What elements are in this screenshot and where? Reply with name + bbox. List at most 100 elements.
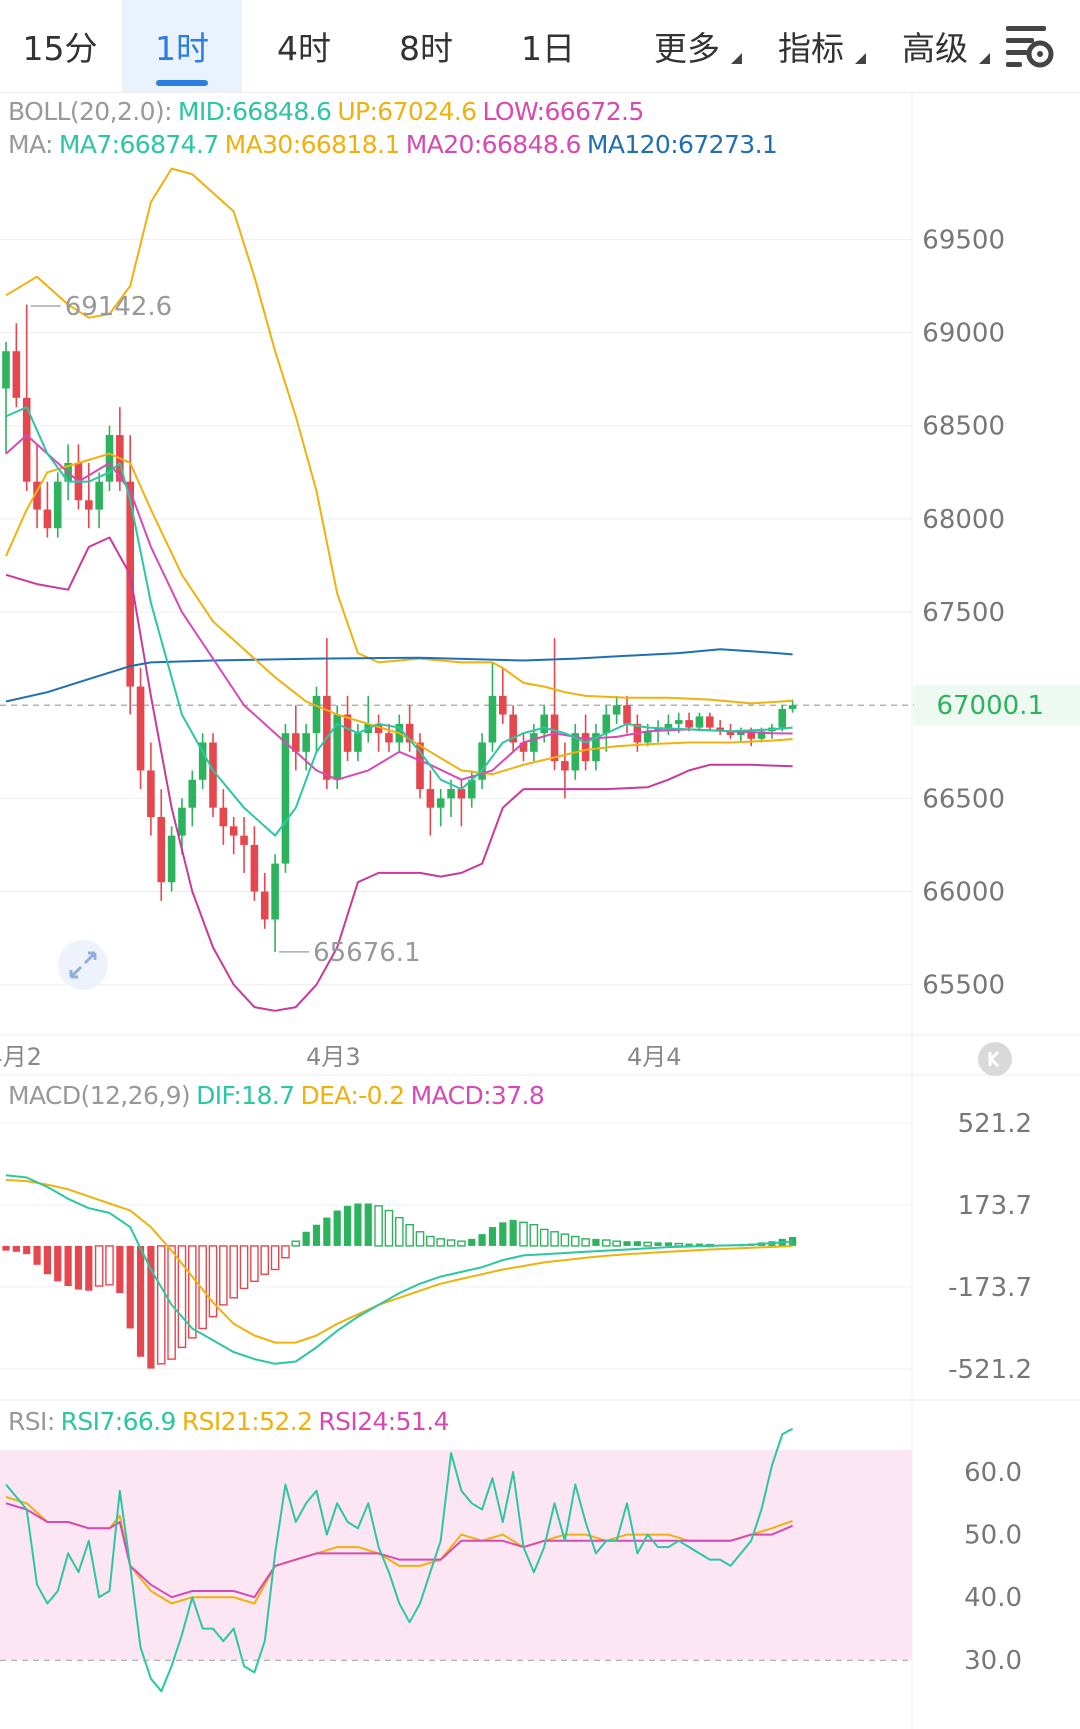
tab-label: 15分 bbox=[22, 29, 98, 68]
macd-dif-line bbox=[5, 1174, 793, 1365]
rsi-zone-band bbox=[0, 1450, 912, 1660]
macd-histogram-bar bbox=[550, 1231, 559, 1247]
candle-body bbox=[260, 891, 269, 920]
ma120-line bbox=[5, 648, 793, 703]
tab-label: 高级 bbox=[902, 29, 968, 68]
ma7-line bbox=[5, 406, 793, 837]
candle-body bbox=[105, 435, 114, 482]
macd-histogram-bar bbox=[654, 1242, 662, 1246]
rsi21-value: RSI21:52.2 bbox=[181, 1407, 313, 1436]
macd-dea-value: DEA:-0.2 bbox=[300, 1081, 405, 1110]
candle-body bbox=[674, 720, 683, 724]
candle-body bbox=[167, 835, 176, 883]
macd-histogram-bar bbox=[2, 1245, 10, 1251]
tab-more[interactable]: 更多 bbox=[626, 0, 748, 92]
candle-body bbox=[12, 351, 21, 398]
low-price-marker: 65676.1 bbox=[313, 938, 421, 968]
candle-body bbox=[147, 770, 155, 818]
macd-histogram-bar bbox=[612, 1240, 621, 1247]
candle-body bbox=[519, 742, 528, 752]
rsi-layer bbox=[5, 1427, 794, 1693]
macd-histogram-bar bbox=[633, 1241, 641, 1246]
macd-histogram-bar bbox=[623, 1241, 631, 1246]
rsi-tick-label: 50.0 bbox=[964, 1521, 1022, 1551]
macd-histogram-bar bbox=[643, 1241, 652, 1247]
candle-body bbox=[85, 500, 93, 510]
macd-histogram-bar bbox=[270, 1245, 280, 1271]
grid-lines bbox=[0, 92, 1080, 1729]
candle-body bbox=[2, 351, 10, 389]
candle-body bbox=[385, 733, 393, 743]
macd-tick-label: 521.2 bbox=[958, 1109, 1032, 1139]
ma120-value: MA120:67273.1 bbox=[586, 130, 778, 159]
ma30-line bbox=[5, 452, 793, 776]
macd-histogram-bar bbox=[592, 1238, 600, 1246]
chart-settings-icon[interactable] bbox=[1000, 18, 1060, 74]
high-price-marker: 69142.6 bbox=[65, 292, 173, 322]
macd-histogram-bar bbox=[768, 1241, 776, 1246]
candle-body bbox=[778, 708, 787, 728]
candle-body bbox=[685, 720, 693, 728]
macd-histogram-bar bbox=[364, 1203, 372, 1246]
rsi-legend: RSI: RSI7:66.9 RSI21:52.2 RSI24:51.4 bbox=[8, 1407, 455, 1436]
rsi21-line bbox=[5, 1496, 793, 1605]
candle-body bbox=[22, 397, 31, 482]
candle-body bbox=[550, 714, 559, 762]
price-tick-label: 69000 bbox=[922, 319, 1005, 349]
macd-histogram-bar bbox=[260, 1245, 270, 1275]
date-axis-label: 4月2 bbox=[0, 1043, 42, 1071]
candle-body bbox=[209, 742, 217, 808]
macd-histogram-bar bbox=[156, 1245, 166, 1365]
price-tick-label: 66500 bbox=[922, 784, 1005, 814]
tab-1d[interactable]: 1日 bbox=[488, 0, 608, 92]
ma20-value: MA20:66848.6 bbox=[405, 130, 582, 159]
ma-legend: MA: MA7:66874.7 MA30:66818.1 MA20:66848.6 MA… bbox=[8, 130, 783, 159]
macd-histogram-bar bbox=[499, 1222, 507, 1246]
macd-histogram-bar bbox=[478, 1234, 486, 1246]
macd-histogram-bar bbox=[250, 1245, 259, 1283]
price-tick-label: 69500 bbox=[922, 225, 1005, 255]
macd-histogram-bar bbox=[54, 1245, 62, 1282]
candle-body bbox=[581, 733, 590, 762]
macd-histogram-bar bbox=[509, 1219, 517, 1246]
rsi-band bbox=[0, 1450, 912, 1660]
candle-body bbox=[561, 761, 569, 771]
macd-histogram-bar bbox=[415, 1231, 425, 1247]
macd-tick-label: 173.7 bbox=[958, 1191, 1032, 1221]
tab-4h[interactable]: 4时 bbox=[244, 0, 364, 92]
macd-histogram-bar bbox=[446, 1239, 456, 1247]
tab-label: 1时 bbox=[155, 29, 209, 68]
boll-legend: BOLL(20,2.0): MID:66848.6 UP:67024.6 LOW:66… bbox=[8, 97, 650, 126]
expand-chart-button[interactable] bbox=[58, 940, 108, 990]
candle-body bbox=[695, 716, 704, 728]
macd-histogram-bar bbox=[94, 1245, 104, 1287]
macd-histogram-bar bbox=[105, 1245, 114, 1286]
macd-histogram-bar bbox=[239, 1245, 249, 1290]
macd-histogram-bar bbox=[395, 1216, 404, 1247]
macd-histogram-bar bbox=[333, 1210, 341, 1246]
scroll-to-latest-button[interactable] bbox=[978, 1042, 1012, 1076]
macd-histogram-bar bbox=[519, 1221, 528, 1247]
boll-low-value: LOW:66672.5 bbox=[482, 97, 645, 126]
tab-15m[interactable]: 15分 bbox=[0, 0, 120, 92]
candle-body bbox=[571, 733, 580, 771]
tab-indicators[interactable]: 指标 bbox=[750, 0, 872, 92]
tab-8h[interactable]: 8时 bbox=[366, 0, 486, 92]
candle-body bbox=[333, 714, 341, 780]
macd-histogram-bar bbox=[405, 1223, 414, 1247]
candle-body bbox=[126, 481, 134, 687]
date-axis-label: 4月3 bbox=[306, 1043, 361, 1071]
macd-histogram-bar bbox=[74, 1245, 83, 1290]
current-price-label: 67000.1 bbox=[936, 691, 1044, 721]
price-tick-label: 68000 bbox=[922, 505, 1005, 535]
candle-body bbox=[623, 705, 631, 724]
macd-histogram-bar bbox=[468, 1238, 476, 1246]
tab-advanced[interactable]: 高级 bbox=[874, 0, 996, 92]
candle-body bbox=[64, 463, 72, 482]
macd-histogram-bar bbox=[12, 1245, 20, 1252]
boll-legend-name: BOLL(20,2.0): bbox=[8, 97, 173, 126]
candle-body bbox=[53, 481, 62, 529]
tab-1h[interactable]: 1时 bbox=[122, 0, 242, 92]
boll-upper-line bbox=[5, 167, 793, 705]
date-axis-label: 4月4 bbox=[627, 1043, 682, 1071]
